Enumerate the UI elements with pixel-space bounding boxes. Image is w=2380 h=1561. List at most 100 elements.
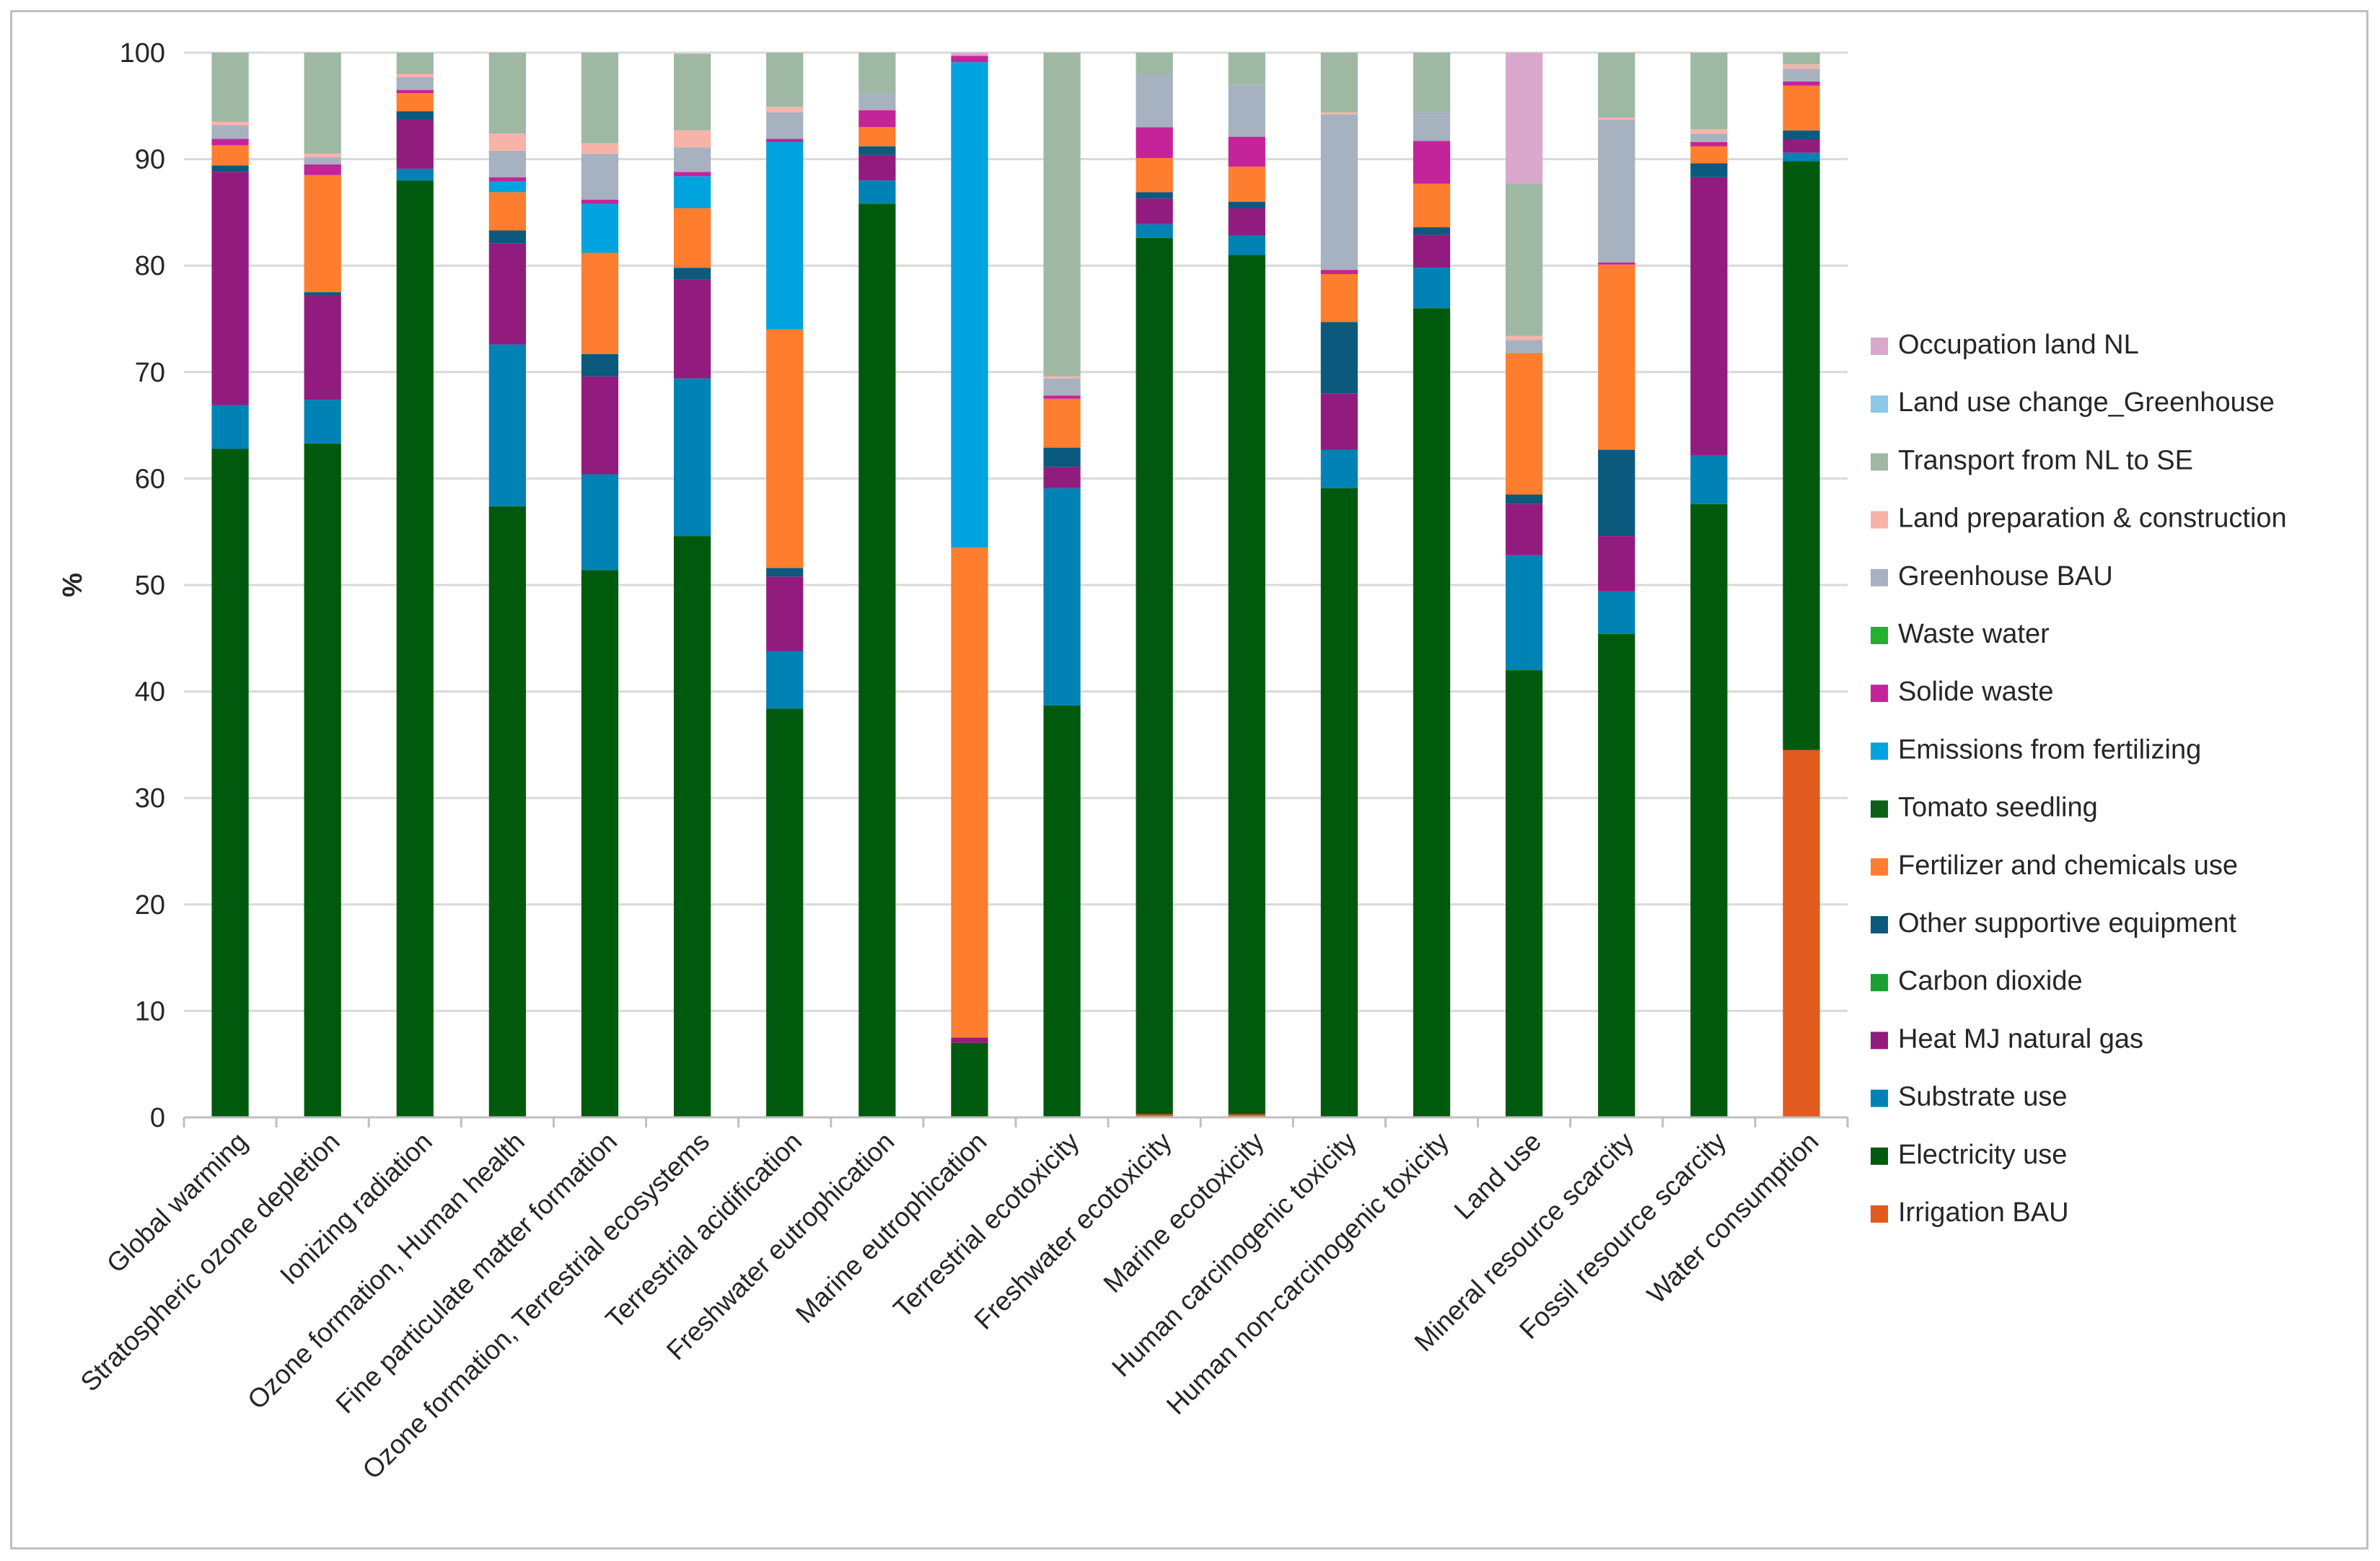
bar-segment: [1505, 183, 1543, 336]
bar-segment: [581, 353, 619, 377]
bar-segment: [211, 125, 249, 139]
bar-segment: [211, 121, 249, 126]
bar-segment: [488, 181, 527, 193]
y-tick-label: 10: [135, 996, 165, 1026]
chart-frame: 0 10 20 30 40 50 60 70 80 90 100 Global warming Str…: [10, 10, 2368, 1549]
legend-label: Waste water: [1898, 619, 2050, 649]
bar-segment: [1783, 152, 1820, 162]
bar-segment: [1136, 237, 1173, 1114]
bar-segment: [1598, 449, 1635, 537]
bar-segment: [1136, 127, 1173, 159]
legend-label: Occupation land NL: [1898, 330, 2139, 360]
bar-segment: [304, 154, 341, 157]
bar-segment: [304, 164, 341, 175]
bar-segment: [1320, 449, 1358, 488]
bar-segment: [488, 344, 527, 506]
bar-segment: [859, 53, 896, 94]
bar-segment: [859, 93, 896, 110]
bar-segment: [211, 138, 249, 146]
bar-segment: [1228, 136, 1265, 167]
bar-segment: [1136, 1114, 1173, 1117]
bar-segment: [396, 76, 434, 90]
bar-segment: [1690, 133, 1728, 142]
x-tick-label: Ionizing radiation: [274, 1127, 438, 1290]
bar-segment: [1043, 705, 1081, 1117]
legend-label: Carbon dioxide: [1898, 966, 2083, 996]
bar-segment: [673, 176, 711, 208]
y-tick-label: 0: [150, 1103, 165, 1133]
bar-segment: [766, 651, 804, 709]
bar-segment: [396, 53, 434, 74]
bar-segment: [581, 474, 619, 571]
bar-segment: [1228, 1114, 1265, 1117]
bar-segment: [396, 93, 434, 112]
bar-segment: [488, 192, 527, 231]
y-tick-label: 40: [135, 677, 165, 708]
bar-segment: [488, 53, 527, 134]
legend-swatch: [1871, 338, 1888, 355]
bar-segment: [951, 53, 988, 56]
legend-swatch: [1871, 742, 1888, 760]
bar-segment: [581, 199, 619, 204]
bar-segment: [1228, 208, 1265, 236]
legend-label: Tomato seedling: [1898, 793, 2098, 823]
bar-segment: [1505, 670, 1543, 1117]
bar-segment: [673, 147, 711, 172]
bar-segment: [673, 268, 711, 280]
bar-segment: [1598, 536, 1635, 592]
bar-segment: [673, 53, 711, 131]
bar-segment: [766, 107, 804, 113]
y-tick-label: 50: [135, 571, 165, 601]
bar-segment: [581, 252, 619, 354]
x-tick-label: Water consumption: [1641, 1127, 1824, 1309]
bar-segment: [1228, 84, 1265, 137]
legend-swatch: [1871, 511, 1888, 529]
bar-segment: [766, 141, 804, 330]
bar-segment: [1413, 53, 1451, 113]
bar-segment: [1413, 112, 1451, 141]
legend-swatch: [1871, 974, 1888, 992]
legend-label: Fertilizer and chemicals use: [1898, 850, 2238, 881]
bar-segment: [1598, 53, 1635, 118]
bar-segment: [304, 53, 341, 154]
bar-segment: [1228, 166, 1265, 202]
bar-segment: [488, 177, 527, 182]
bar-segment: [396, 111, 434, 120]
bar-segment: [766, 708, 804, 1117]
bar-segment: [1598, 119, 1635, 263]
bar-segment: [1598, 262, 1635, 265]
bar-segment: [1690, 53, 1728, 130]
bar-segment: [1690, 454, 1728, 504]
x-tick-label: Marine ecotoxicity: [1098, 1126, 1270, 1298]
bar-segment: [488, 150, 527, 177]
x-tick-label: Ozone formation, Terrestrial ecosystems: [357, 1127, 716, 1485]
legend-swatch: [1871, 1089, 1888, 1107]
legend-label: Electricity use: [1898, 1140, 2067, 1170]
gridlines: [184, 51, 1848, 1012]
bar-segment: [211, 53, 249, 122]
bar-segment: [1136, 198, 1173, 224]
bar-segment: [1505, 53, 1543, 184]
legend-label: Heat MJ natural gas: [1898, 1024, 2143, 1054]
legend-swatch: [1871, 627, 1888, 644]
bar-segment: [211, 145, 249, 166]
legend-label: Land preparation & construction: [1898, 504, 2287, 534]
bar-segment: [1505, 335, 1543, 340]
bar-segment: [1228, 53, 1265, 85]
bar-segment: [304, 175, 341, 293]
bar-segment: [1690, 163, 1728, 177]
bar-segment: [1320, 322, 1358, 394]
bar-segment: [304, 157, 341, 164]
bar-segment: [488, 230, 527, 244]
bar-segment: [859, 154, 896, 181]
bar-segment: [1136, 192, 1173, 199]
bar-segment: [1505, 504, 1543, 555]
bar-segment: [1043, 378, 1081, 396]
bar-segment: [673, 208, 711, 268]
bar-segment: [581, 143, 619, 154]
bar-segment: [1505, 494, 1543, 504]
bar-segment: [1320, 53, 1358, 113]
bar-segment: [1413, 268, 1451, 309]
bar-segment: [1598, 264, 1635, 450]
